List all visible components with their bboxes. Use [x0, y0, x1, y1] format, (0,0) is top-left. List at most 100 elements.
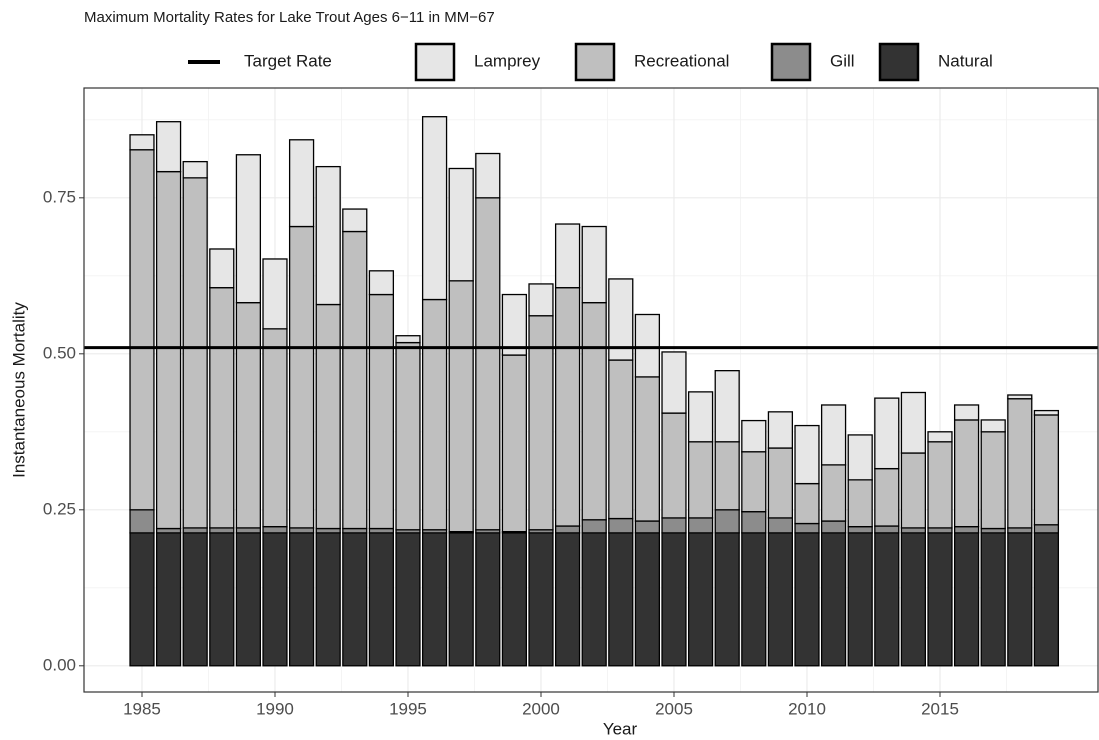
- bar-segment: [554, 525, 581, 534]
- bar-segment: [554, 223, 581, 289]
- bar-segment: [182, 160, 208, 179]
- bar-segment: [342, 230, 368, 530]
- bar-segment: [1033, 414, 1060, 526]
- bar-segment: [767, 411, 794, 449]
- bar-segment: [661, 351, 687, 414]
- bar-segment: [129, 509, 155, 534]
- x-tick-label: 2015: [921, 699, 959, 718]
- bar-segment: [820, 404, 847, 466]
- legend-label: Recreational: [634, 51, 729, 70]
- bar-segment: [953, 525, 980, 534]
- bar-segment: [661, 517, 687, 534]
- bar-segment: [900, 527, 927, 534]
- bar-segment: [209, 532, 235, 667]
- bar-segment: [794, 532, 820, 667]
- bar-segment: [342, 208, 368, 233]
- bar-segment: [767, 517, 794, 534]
- bar-segment: [395, 335, 421, 344]
- bar-segment: [288, 527, 315, 534]
- bar-segment: [767, 532, 794, 667]
- legend-swatch: [414, 42, 456, 82]
- bar-segment: [421, 298, 448, 531]
- bar-segment: [820, 464, 847, 522]
- bar-segment: [1007, 527, 1033, 534]
- bar-segment: [874, 525, 900, 534]
- bar-segment: [528, 283, 554, 317]
- bar-segment: [209, 527, 235, 534]
- bar-segment: [315, 165, 341, 306]
- bar-segment: [980, 419, 1006, 433]
- bar-segment: [581, 225, 607, 304]
- bar-segment: [608, 278, 634, 361]
- bar-segment: [741, 511, 767, 534]
- bar-segment: [794, 424, 820, 485]
- y-tick-label: 0.25: [43, 499, 76, 518]
- bar-segment: [262, 328, 288, 528]
- bar-segment: [900, 452, 927, 529]
- bar-segment: [794, 522, 820, 534]
- bar-segment: [687, 517, 714, 534]
- bar-segment: [182, 532, 208, 667]
- bar-segment: [501, 354, 528, 533]
- bar-segment: [395, 532, 421, 667]
- bar-segment: [687, 532, 714, 667]
- bar-segment: [953, 419, 980, 528]
- bar-segment: [581, 532, 607, 667]
- bar-segment: [847, 525, 873, 534]
- bar-segment: [927, 431, 953, 443]
- bar-segment: [1007, 398, 1033, 529]
- bar-segment: [900, 532, 927, 667]
- x-tick-label: 2000: [522, 699, 560, 718]
- bar-segment: [155, 532, 182, 667]
- bar-segment: [342, 532, 368, 667]
- bar-segment: [342, 527, 368, 534]
- bar-segment: [501, 532, 528, 667]
- y-tick-label: 0.50: [43, 343, 76, 362]
- legend-swatch: [878, 42, 920, 82]
- bar-segment: [980, 532, 1006, 667]
- bar-segment: [155, 527, 182, 534]
- bar-segment: [980, 431, 1006, 530]
- bar-segment: [927, 441, 953, 529]
- bar-segment: [262, 525, 288, 534]
- bar-segment: [581, 301, 607, 521]
- bar-segment: [714, 441, 740, 511]
- bar-segment: [714, 509, 740, 534]
- bar-segment: [820, 532, 847, 667]
- bar-segment: [634, 313, 661, 378]
- legend-label: Natural: [938, 51, 993, 70]
- bar-segment: [980, 527, 1006, 534]
- y-tick-label: 0.00: [43, 655, 76, 674]
- bar-segment: [315, 527, 341, 534]
- bar-segment: [262, 258, 288, 330]
- bar-segment: [634, 376, 661, 522]
- bar-segment: [235, 301, 262, 529]
- legend-label: Lamprey: [474, 51, 541, 70]
- bar-segment: [448, 532, 474, 667]
- bar-segment: [368, 293, 395, 530]
- bar-segment: [288, 532, 315, 667]
- bar-segment: [235, 527, 262, 534]
- bar-segment: [368, 532, 395, 667]
- y-tick-label: 0.75: [43, 187, 76, 206]
- panel-border: [83, 87, 1099, 693]
- bar-segment: [820, 520, 847, 534]
- bar-segment: [608, 517, 634, 534]
- bar-segment: [368, 270, 395, 296]
- bar-segment: [155, 170, 182, 530]
- bar-segment: [687, 391, 714, 443]
- bar-segment: [953, 532, 980, 667]
- x-tick-label: 2010: [788, 699, 826, 718]
- bar-segment: [608, 532, 634, 667]
- bar-segment: [714, 532, 740, 667]
- bar-segment: [368, 527, 395, 534]
- bar-segment: [448, 167, 474, 282]
- bar-segment: [794, 482, 820, 525]
- legend-label: Gill: [830, 51, 855, 70]
- chart-title: Maximum Mortality Rates for Lake Trout A…: [84, 9, 495, 26]
- bar-segment: [741, 419, 767, 453]
- bar-segment: [554, 532, 581, 667]
- bar-segment: [634, 520, 661, 534]
- x-tick-label: 2005: [655, 699, 693, 718]
